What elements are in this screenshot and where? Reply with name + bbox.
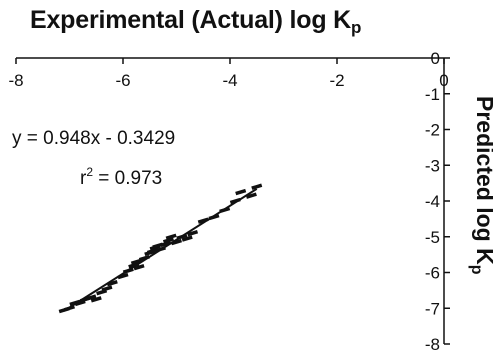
data-point <box>245 192 257 199</box>
x-tick-label: -6 <box>115 71 130 90</box>
r-squared-value: = 0.973 <box>93 168 163 189</box>
data-point <box>208 213 220 221</box>
x-tick-label: -4 <box>222 71 237 90</box>
x-axis: -8-6-4-20 <box>8 57 449 90</box>
data-point <box>96 288 108 296</box>
data-point <box>117 272 129 280</box>
data-points <box>58 183 263 314</box>
y-tick-label: -6 <box>425 264 440 283</box>
y-tick-label: -4 <box>425 192 440 211</box>
data-point <box>187 229 199 237</box>
data-point <box>229 197 241 205</box>
regression-equation: y = 0.948x - 0.3429 <box>12 128 176 149</box>
data-point <box>165 233 177 240</box>
data-point <box>197 217 209 224</box>
data-point <box>90 296 102 303</box>
chart-title-text: Experimental (Actual) log K <box>30 6 352 34</box>
data-point <box>133 263 145 271</box>
data-point <box>160 240 172 248</box>
data-point <box>170 238 183 246</box>
y-axis-label-text: Predicted log K <box>472 96 493 265</box>
y-tick-label: -7 <box>425 299 440 318</box>
y-axis-label: Predicted log Kp <box>468 96 493 326</box>
y-tick-label: 0 <box>431 49 440 68</box>
x-tick-label: -2 <box>329 71 344 90</box>
data-point <box>63 305 76 312</box>
x-tick-label: -8 <box>8 71 23 90</box>
data-point <box>235 188 247 196</box>
y-tick-label: -3 <box>425 156 440 175</box>
data-point <box>85 294 97 301</box>
y-tick-label: -8 <box>425 335 440 352</box>
chart-title-subscript: p <box>351 18 362 37</box>
data-point <box>130 258 142 265</box>
data-point <box>251 183 263 190</box>
r-squared: r2 = 0.973 <box>80 165 162 190</box>
data-point <box>74 299 86 307</box>
y-tick-label: -2 <box>425 121 440 140</box>
data-point <box>106 280 118 287</box>
y-tick-label: -1 <box>425 85 440 104</box>
y-axis: 0 -1 -2 -3 -4 -5 -6 -7 -8 <box>425 49 450 352</box>
data-point <box>101 285 113 292</box>
data-point <box>128 262 140 269</box>
data-point <box>154 246 166 253</box>
data-point <box>138 255 150 262</box>
y-axis-label-subscript: p <box>468 264 485 275</box>
r-squared-prefix: r <box>80 168 87 189</box>
data-point <box>181 235 193 242</box>
chart-title: Experimental (Actual) log Kp <box>30 6 430 38</box>
data-point <box>122 267 134 274</box>
data-point <box>176 233 188 240</box>
data-point <box>219 206 231 214</box>
data-point <box>162 237 174 244</box>
y-tick-label: -5 <box>425 228 440 247</box>
r-squared-exponent: 2 <box>86 165 94 179</box>
